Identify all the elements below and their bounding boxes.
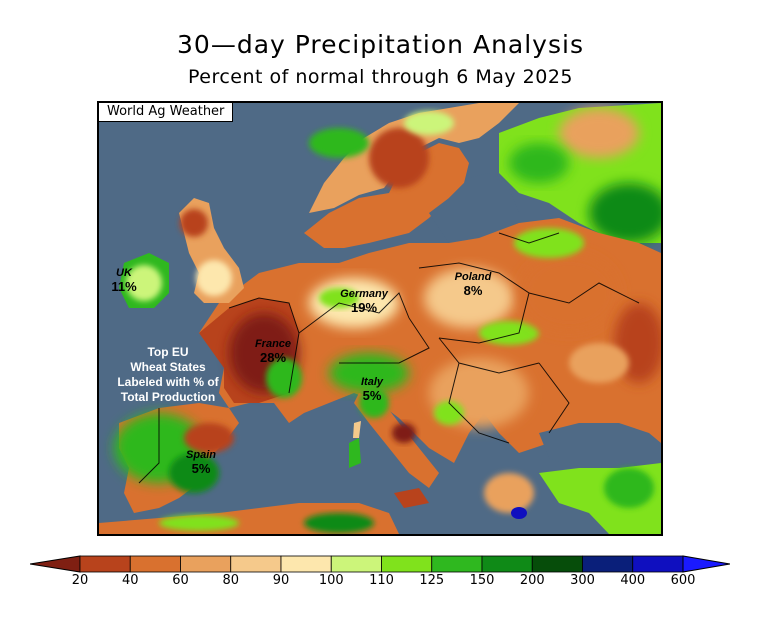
france-value: 28% xyxy=(259,350,287,365)
note-text: Top EU Wheat States Labeled with % of To… xyxy=(100,345,236,405)
legend-tick-label: 100 xyxy=(318,573,344,588)
map-title: 30—day Precipitation Analysis xyxy=(177,30,584,59)
legend-swatch xyxy=(330,555,382,573)
poland-name: Poland xyxy=(454,271,492,283)
germany-label: Germany 19% xyxy=(336,288,392,314)
italy-label: Italy 5% xyxy=(354,376,390,402)
legend-tick-label: 200 xyxy=(519,573,545,588)
legend-swatch xyxy=(280,555,332,573)
poland-label: Poland 8% xyxy=(449,271,497,297)
uk-label: UK 11% xyxy=(106,267,142,293)
legend-swatch xyxy=(79,555,131,573)
legend-tick-label: 90 xyxy=(272,573,290,588)
legend-arrow-low xyxy=(30,555,81,573)
legend-swatch xyxy=(632,555,684,573)
legend-tick-label: 40 xyxy=(121,573,139,588)
spain-value: 5% xyxy=(191,461,211,476)
legend-colorbar xyxy=(30,555,730,573)
germany-value: 19% xyxy=(350,300,378,315)
credit-label: World Ag Weather xyxy=(99,103,234,122)
france-label: France 28% xyxy=(248,338,298,364)
germany-name: Germany xyxy=(340,288,388,300)
legend-swatch xyxy=(582,555,634,573)
legend-tick-label: 20 xyxy=(71,573,89,588)
legend-tick-label: 300 xyxy=(570,573,595,588)
note-line: Wheat States xyxy=(130,360,206,374)
legend-tick-label: 150 xyxy=(469,573,495,588)
scandinavia-region xyxy=(304,103,519,248)
spain-name: Spain xyxy=(186,449,216,461)
legend-tick-label: 125 xyxy=(419,573,445,588)
uk-value: 11% xyxy=(111,279,137,294)
legend-swatch xyxy=(230,555,282,573)
note-line: Total Production xyxy=(120,390,216,404)
note-line: Labeled with % of xyxy=(117,375,219,389)
italy-value: 5% xyxy=(362,388,382,403)
legend-swatch xyxy=(481,555,533,573)
france-name: France xyxy=(254,338,292,350)
legend-tick-label: 80 xyxy=(222,573,240,588)
legend-swatch xyxy=(129,555,181,573)
legend-swatch xyxy=(531,555,583,573)
poland-value: 8% xyxy=(463,283,483,298)
legend-arrow-high xyxy=(682,555,730,573)
legend-tick-label: 600 xyxy=(670,573,696,588)
legend-tick-label: 110 xyxy=(369,573,394,588)
note-line: Top EU xyxy=(147,345,189,359)
precipitation-map xyxy=(97,101,663,536)
legend-swatch xyxy=(381,555,433,573)
uk-name: UK xyxy=(116,267,132,279)
spain-label: Spain 5% xyxy=(182,449,220,475)
legend-swatch xyxy=(431,555,483,573)
map-subtitle: Percent of normal through 6 May 2025 xyxy=(188,66,573,88)
italy-name: Italy xyxy=(360,376,383,388)
legend-tick-label: 400 xyxy=(620,573,646,588)
legend-swatch xyxy=(180,555,232,573)
legend-tick-label: 60 xyxy=(172,573,189,588)
